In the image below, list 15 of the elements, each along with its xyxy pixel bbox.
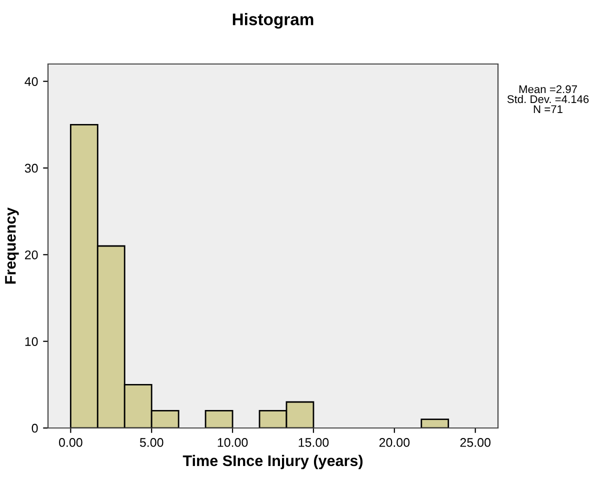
x-tick-label: 15.00 (298, 438, 329, 447)
y-tick-label: 10 (25, 337, 38, 346)
y-tick-label: 30 (24, 164, 38, 173)
y-tick-label: 20 (25, 250, 38, 260)
x-axis-title: Time SInce Injury (years) (182, 454, 363, 470)
y-tick-label: 0 (32, 424, 38, 433)
x-tick-label: 20.00 (379, 438, 410, 447)
text: Mean =2.97 Std. Dev. =4.146 N =71 (507, 85, 589, 113)
y-axis-title: Frequency (5, 207, 19, 284)
chart-title: Histogram (232, 13, 314, 29)
x-tick-label: 5.00 (140, 438, 164, 447)
x-tick-label: 25.00 (460, 438, 490, 447)
y-tick-label: 40 (24, 77, 38, 86)
x-tick-label: 0.00 (58, 438, 82, 447)
x-tick-label: 10.00 (218, 438, 248, 447)
